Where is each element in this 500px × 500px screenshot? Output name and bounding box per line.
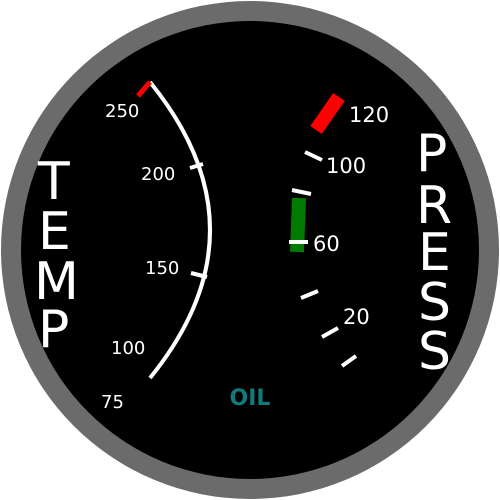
oil-label: OIL xyxy=(230,386,271,411)
temp-title-letter: M xyxy=(34,252,79,312)
press-title-letter: R xyxy=(416,176,452,236)
temp-title: T E M P xyxy=(34,152,95,360)
press-tick-label-20: 20 xyxy=(343,305,370,329)
press-tick-label-120: 120 xyxy=(349,103,389,127)
temp-tick-label-250: 250 xyxy=(105,101,139,122)
temp-tick-label-200: 200 xyxy=(141,164,175,185)
temp-title-letter: E xyxy=(38,202,71,262)
temp-scale-arc xyxy=(148,80,212,380)
press-title-letter: P xyxy=(416,124,447,184)
temp-danger-mark xyxy=(136,80,152,98)
temp-tick xyxy=(189,162,204,170)
temp-tick-label-150: 150 xyxy=(145,258,179,279)
press-tick xyxy=(300,289,319,300)
press-title: P R E S S xyxy=(416,124,469,382)
gauge-face xyxy=(21,21,479,479)
temp-tick-label-75: 75 xyxy=(101,392,124,413)
press-tick xyxy=(340,354,358,368)
temp-tick-label-100: 100 xyxy=(111,338,145,359)
press-danger-band xyxy=(310,92,345,135)
temp-title-letter: P xyxy=(38,300,69,360)
press-tick xyxy=(321,326,339,339)
press-tick-label-100: 100 xyxy=(326,154,366,178)
press-tick xyxy=(304,150,323,162)
press-title-letter: S xyxy=(418,273,451,333)
temp-tick xyxy=(190,271,208,279)
press-tick-label-60: 60 xyxy=(313,232,340,256)
press-title-letter: S xyxy=(418,322,451,382)
press-title-letter: E xyxy=(418,223,451,283)
temp-title-letter: T xyxy=(37,152,70,212)
press-tick xyxy=(291,188,312,196)
